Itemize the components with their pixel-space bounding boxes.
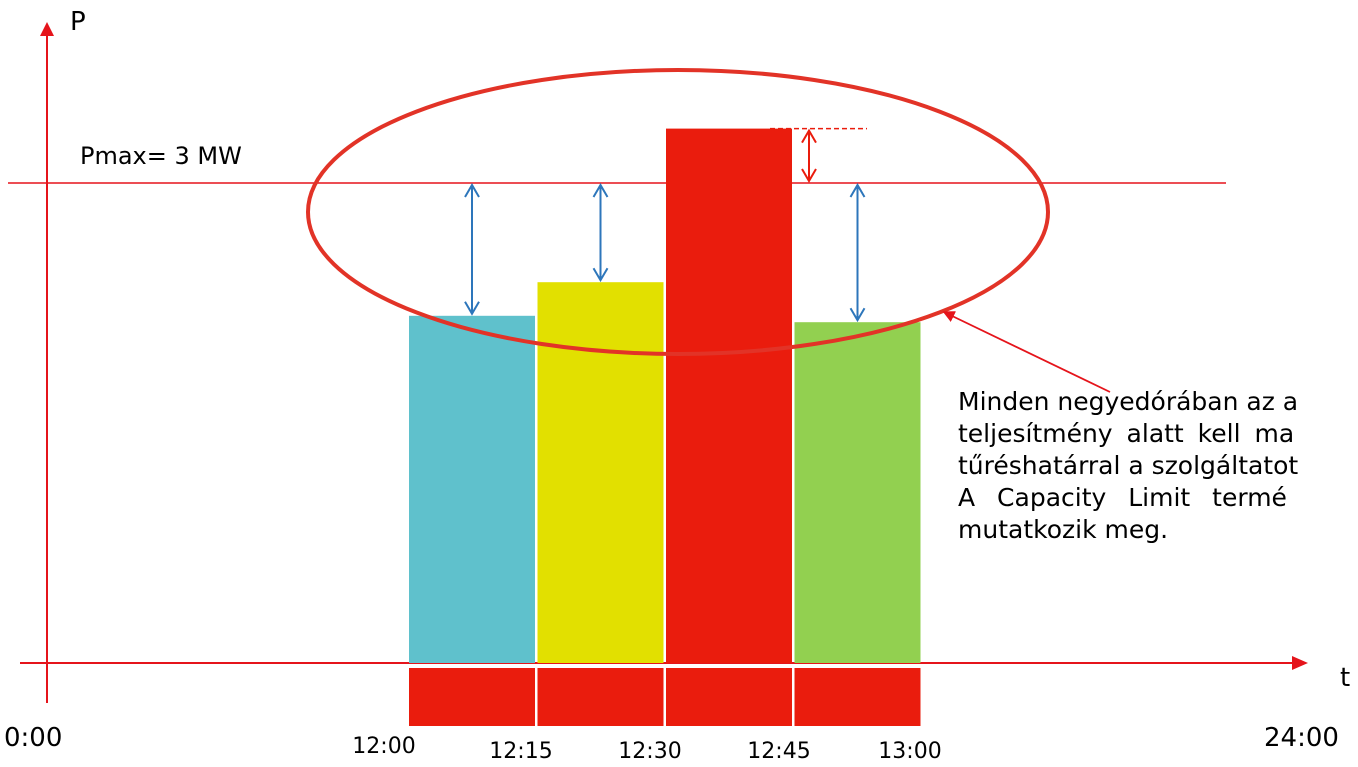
difference-arrow-1 xyxy=(464,183,480,316)
timeline-block-3 xyxy=(666,668,792,726)
timeline-block-1 xyxy=(409,668,535,726)
note-line-3: tűréshatárral a szolgáltatot xyxy=(958,451,1299,480)
time-tick-label: 12:00 xyxy=(352,734,415,759)
y-axis-arrow-icon xyxy=(40,22,54,36)
bar-2 xyxy=(537,282,664,663)
bar-3 xyxy=(666,128,792,664)
x-axis-arrow-icon xyxy=(1292,656,1308,670)
y-axis-label: P xyxy=(70,7,86,37)
difference-arrow-4 xyxy=(849,183,866,323)
time-ticks: 12:00 12:15 12:30 12:45 13:00 xyxy=(352,734,941,764)
time-tick-label: 12:30 xyxy=(618,739,681,763)
timeline-block-2 xyxy=(537,668,664,726)
difference-arrow-3 xyxy=(770,127,867,183)
time-tick-label: 13:00 xyxy=(878,739,941,763)
pmax-label: Pmax= 3 MW xyxy=(80,142,242,170)
explanation-note: Minden negyedórában az a teljesítmény al… xyxy=(958,386,1358,546)
note-line-4: A Capacity Limit termé xyxy=(958,483,1287,512)
bars xyxy=(409,128,921,664)
difference-arrows xyxy=(464,127,867,323)
timeline xyxy=(409,668,921,726)
bar-1 xyxy=(409,315,535,663)
x-axis-label: t xyxy=(1340,663,1350,693)
note-line-1: Minden negyedórában az a xyxy=(958,387,1299,416)
time-tick-label: 12:45 xyxy=(747,739,810,763)
callout-pointer xyxy=(942,311,1111,393)
time-tick-label: 12:15 xyxy=(489,739,552,763)
highlight-ellipse xyxy=(306,68,1050,356)
difference-arrow-2 xyxy=(592,183,609,283)
note-line-2: teljesítmény alatt kell ma xyxy=(958,419,1295,448)
bar-4 xyxy=(794,322,921,663)
x-end-label: 24:00 xyxy=(1264,723,1339,753)
note-line-5: mutatkozik meg. xyxy=(958,515,1169,544)
timeline-block-4 xyxy=(794,668,921,726)
x-start-label: 0:00 xyxy=(4,723,62,753)
